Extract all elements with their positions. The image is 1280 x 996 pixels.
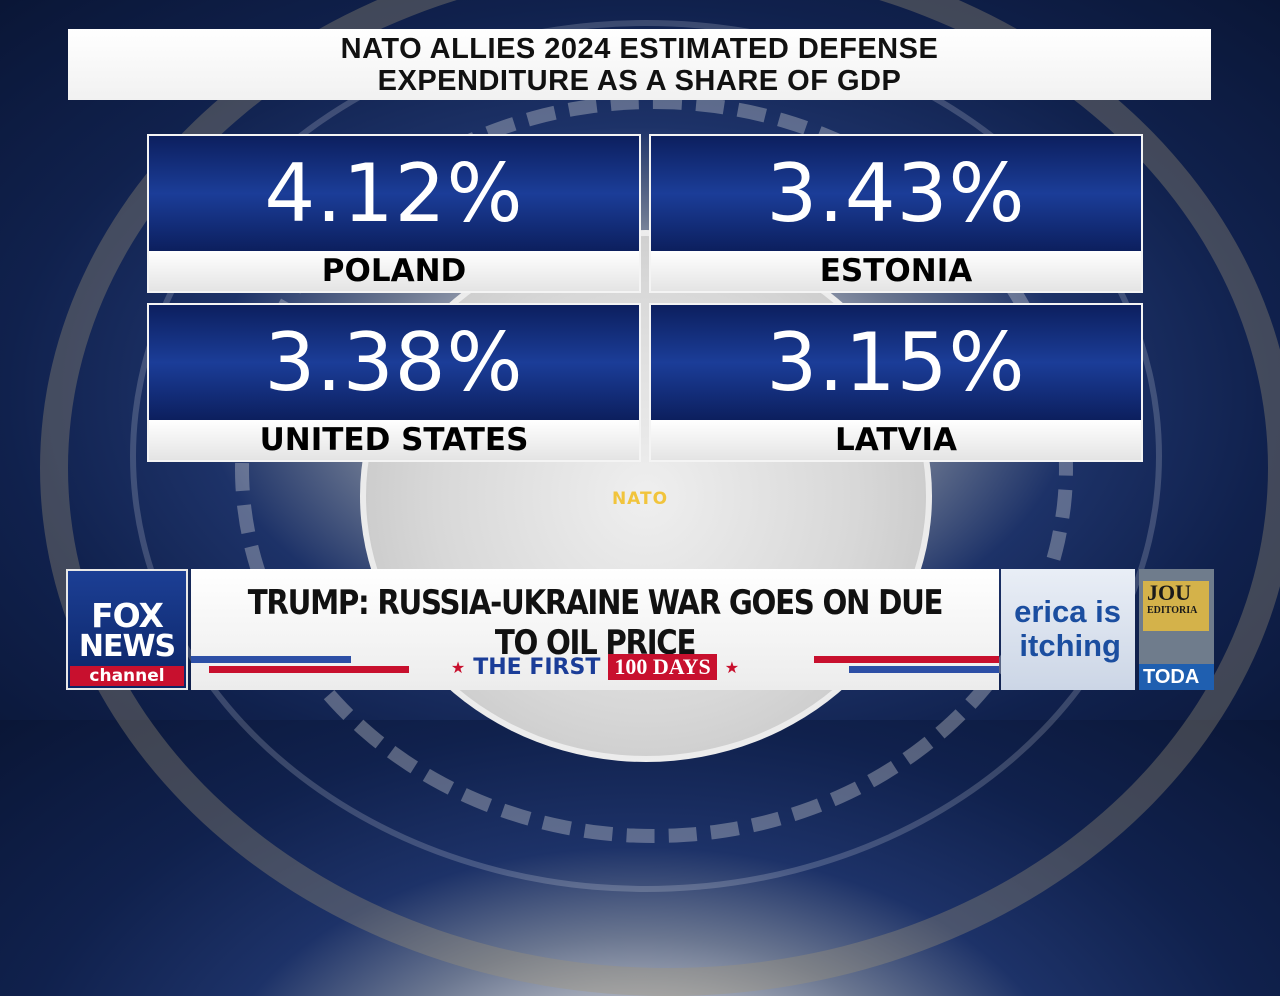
logo-fox-text: FOX (91, 596, 164, 635)
logo-news-text: NEWS (78, 629, 176, 664)
show-title-highlight: 100 DAYS (608, 654, 717, 680)
title-line-2: EXPENDITURE AS A SHARE OF GDP (377, 64, 902, 97)
stat-label: UNITED STATES (149, 420, 639, 460)
promo-journal-logo: JOU EDITORIA (1143, 581, 1209, 631)
promo-journal-today: TODA (1139, 664, 1214, 690)
stat-card-latvia: 3.15% LATVIA (649, 303, 1143, 462)
stat-value: 3.43% (651, 136, 1141, 251)
show-title-prefix: THE FIRST (473, 654, 601, 680)
logo-channel-text: channel (70, 666, 184, 686)
promo-america-text: erica is itching (1001, 595, 1121, 663)
stat-card-united-states: 3.38% UNITED STATES (147, 303, 641, 462)
star-icon: ★ (450, 657, 466, 677)
decor-stripes-left (191, 656, 421, 674)
title-line-1: NATO ALLIES 2024 ESTIMATED DEFENSE (340, 32, 939, 65)
fox-news-logo: FOX NEWS channel (66, 569, 188, 690)
stat-card-poland: 4.12% POLAND (147, 134, 641, 293)
lower-third: FOX NEWS channel TRUMP: RUSSIA-UKRAINE W… (66, 569, 1214, 690)
promo-america-line-2: itching (1019, 628, 1121, 663)
headline-text: TRUMP: RUSSIA-UKRAINE WAR GOES ON DUE TO… (247, 583, 944, 663)
promo-journal-subtitle: EDITORIA (1147, 605, 1198, 616)
stat-value: 3.38% (149, 305, 639, 420)
stat-label: POLAND (149, 251, 639, 291)
decor-stripes-right (769, 656, 999, 674)
promo-journal-editorial: JOU EDITORIA TODA (1139, 569, 1214, 690)
promo-america-is-watching: erica is itching (1001, 569, 1135, 690)
graphic-title: NATO ALLIES 2024 ESTIMATED DEFENSE EXPEN… (68, 29, 1211, 100)
stat-label: LATVIA (651, 420, 1141, 460)
star-icon: ★ (724, 657, 740, 677)
stat-value: 3.15% (651, 305, 1141, 420)
show-title-bug: ★ THE FIRST 100 DAYS ★ (441, 652, 749, 682)
stat-label: ESTONIA (651, 251, 1141, 291)
stat-value: 4.12% (149, 136, 639, 251)
promo-america-line-1: erica is (1014, 594, 1121, 629)
nato-background-text: NATO (611, 489, 669, 509)
promo-journal-title: JOU (1147, 581, 1191, 605)
stat-card-estonia: 3.43% ESTONIA (649, 134, 1143, 293)
headline-banner: TRUMP: RUSSIA-UKRAINE WAR GOES ON DUE TO… (191, 569, 999, 690)
